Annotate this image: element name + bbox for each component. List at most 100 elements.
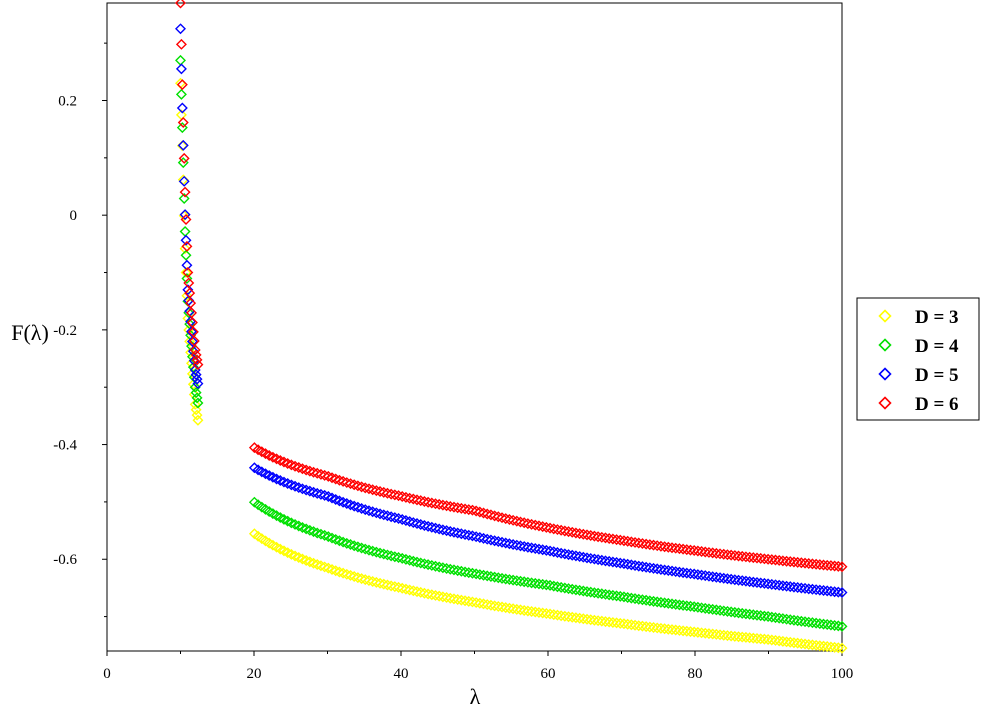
legend: D = 3 D = 4 D = 5 D = 6 bbox=[856, 297, 980, 421]
data-point bbox=[758, 633, 770, 645]
data-point bbox=[825, 560, 837, 572]
data-point bbox=[784, 556, 796, 568]
y-tick-label: 0 bbox=[70, 208, 78, 224]
data-point bbox=[684, 626, 696, 638]
data-point bbox=[293, 462, 305, 473]
data-point bbox=[289, 460, 301, 472]
data-point bbox=[777, 613, 789, 625]
data-point bbox=[190, 369, 202, 381]
data-point bbox=[773, 554, 785, 566]
data-point bbox=[311, 487, 323, 499]
data-point bbox=[186, 307, 198, 319]
data-point bbox=[308, 526, 320, 538]
data-point bbox=[352, 501, 364, 513]
data-point bbox=[459, 529, 471, 540]
data-point bbox=[651, 540, 663, 552]
legend-label: D = 6 bbox=[915, 394, 959, 415]
data-point bbox=[326, 472, 338, 484]
data-point bbox=[766, 554, 778, 566]
data-point bbox=[192, 397, 204, 409]
data-point bbox=[714, 629, 726, 641]
data-point bbox=[633, 620, 645, 632]
data-point bbox=[511, 575, 523, 587]
data-point bbox=[389, 581, 401, 593]
data-point bbox=[622, 535, 634, 547]
data-point bbox=[485, 599, 497, 611]
data-point bbox=[773, 612, 785, 624]
data-point bbox=[718, 572, 730, 584]
data-point bbox=[322, 562, 334, 574]
data-point bbox=[721, 573, 733, 585]
data-point bbox=[836, 642, 848, 654]
data-point bbox=[189, 398, 201, 410]
data-point bbox=[470, 531, 482, 543]
data-point bbox=[400, 515, 412, 527]
data-point bbox=[799, 638, 811, 650]
data-point bbox=[555, 581, 567, 593]
data-point bbox=[788, 614, 800, 626]
data-point bbox=[179, 243, 191, 255]
data-point bbox=[345, 569, 356, 581]
data-point bbox=[806, 558, 818, 570]
data-point bbox=[474, 532, 486, 544]
data-point bbox=[533, 520, 545, 532]
data-point bbox=[426, 589, 438, 601]
data-point bbox=[470, 597, 482, 609]
series-d=3 bbox=[175, 77, 848, 654]
data-point bbox=[559, 610, 571, 622]
data-point bbox=[492, 572, 504, 584]
data-point bbox=[577, 551, 589, 563]
data-point bbox=[618, 535, 630, 547]
data-point bbox=[551, 581, 563, 593]
data-point bbox=[389, 551, 401, 563]
data-point bbox=[381, 510, 393, 522]
data-point bbox=[341, 498, 353, 510]
data-point bbox=[400, 491, 412, 503]
data-point bbox=[751, 577, 763, 589]
data-point bbox=[455, 594, 467, 606]
data-point bbox=[696, 546, 708, 557]
data-point bbox=[622, 592, 634, 603]
y-axis-label: F(λ) bbox=[11, 320, 49, 345]
data-point bbox=[459, 503, 471, 515]
data-point bbox=[415, 586, 427, 598]
data-point bbox=[574, 612, 586, 624]
data-point bbox=[526, 518, 538, 530]
data-point bbox=[559, 582, 571, 594]
legend-marker bbox=[878, 396, 892, 410]
data-point bbox=[404, 492, 416, 504]
data-point bbox=[474, 597, 486, 609]
data-point bbox=[773, 635, 785, 647]
data-point bbox=[496, 536, 508, 548]
data-point bbox=[622, 558, 634, 570]
legend-marker bbox=[878, 309, 892, 323]
data-point bbox=[181, 240, 193, 252]
data-point bbox=[666, 624, 678, 636]
data-point bbox=[180, 214, 192, 226]
data-point bbox=[348, 500, 360, 512]
series-d=6 bbox=[175, 0, 848, 573]
data-point bbox=[489, 535, 501, 547]
data-point bbox=[607, 533, 619, 545]
data-point bbox=[733, 550, 745, 562]
data-point bbox=[795, 582, 807, 594]
data-point bbox=[452, 594, 464, 605]
data-point bbox=[566, 583, 578, 595]
data-point bbox=[814, 584, 826, 596]
data-point bbox=[485, 534, 497, 546]
data-point bbox=[481, 570, 493, 582]
data-point bbox=[710, 628, 722, 640]
data-point bbox=[758, 577, 770, 589]
data-point bbox=[666, 542, 678, 554]
data-point bbox=[426, 559, 438, 571]
data-point bbox=[175, 0, 186, 9]
data-point bbox=[393, 513, 405, 525]
data-point bbox=[829, 641, 841, 653]
data-point bbox=[189, 344, 201, 356]
data-point bbox=[829, 619, 841, 631]
data-point bbox=[300, 484, 312, 496]
data-point bbox=[733, 631, 745, 643]
data-point bbox=[747, 609, 759, 621]
data-point bbox=[422, 496, 434, 508]
data-point bbox=[496, 512, 508, 524]
